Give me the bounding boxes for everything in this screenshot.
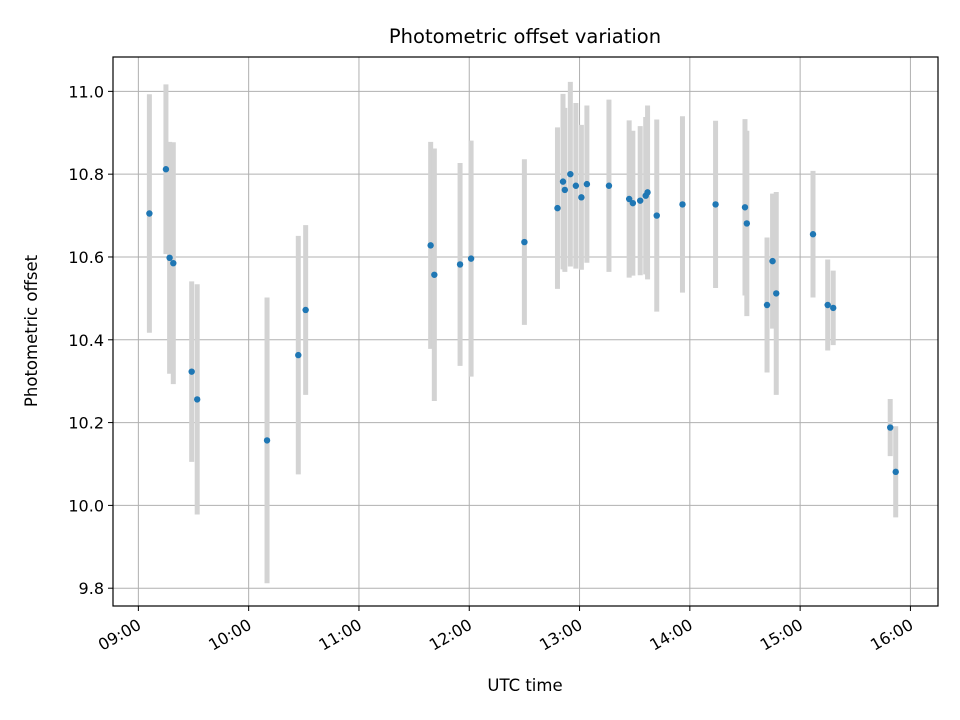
y-tick-label: 9.8 — [79, 579, 104, 598]
data-point — [572, 182, 580, 189]
data-point — [263, 437, 271, 444]
data-point — [625, 195, 633, 203]
y-tick-label: 10.8 — [68, 165, 104, 184]
data-point — [302, 306, 309, 314]
y-tick-label: 10.0 — [68, 496, 104, 515]
data-point — [467, 255, 475, 262]
data-point — [824, 301, 831, 309]
data-point — [567, 170, 574, 178]
data-point — [431, 271, 438, 278]
data-point — [637, 197, 644, 204]
data-point — [578, 194, 585, 201]
y-tick-label: 11.0 — [68, 82, 104, 101]
data-point — [427, 242, 434, 249]
data-point — [644, 189, 651, 196]
data-point — [521, 238, 528, 246]
data-point — [763, 301, 771, 309]
y-axis: 9.8 10.0 10.2 10.4 10.6 10.8 11.0 — [68, 82, 113, 598]
plot-frame — [112, 56, 939, 607]
data-point — [712, 201, 719, 208]
x-axis-title: UTC time — [487, 676, 562, 695]
data-point — [679, 201, 686, 208]
data-point — [653, 212, 660, 219]
data-point — [170, 259, 177, 267]
data-point — [193, 396, 201, 403]
y-axis-title: Photometric offset — [22, 254, 41, 407]
data-point — [166, 254, 173, 262]
data-point — [743, 220, 751, 227]
data-points — [146, 166, 899, 476]
data-point — [892, 468, 899, 476]
data-point — [583, 180, 591, 188]
data-point — [559, 178, 567, 185]
data-point — [456, 261, 464, 268]
y-tick-label: 10.6 — [68, 248, 104, 267]
data-point — [629, 199, 637, 207]
data-point — [887, 424, 894, 431]
data-point — [809, 231, 817, 238]
y-tick-label: 10.2 — [68, 414, 104, 433]
data-point — [554, 204, 561, 212]
y-tick-label: 10.4 — [68, 331, 104, 350]
data-point — [830, 304, 837, 312]
data-point — [769, 257, 776, 265]
data-point — [741, 204, 749, 211]
data-point — [295, 351, 302, 359]
data-point — [188, 368, 195, 375]
data-point — [162, 166, 170, 173]
data-point — [773, 290, 780, 297]
data-point — [605, 182, 613, 189]
data-point — [561, 186, 569, 194]
chart-title: Photometric offset variation — [389, 25, 661, 48]
data-point — [146, 210, 153, 217]
